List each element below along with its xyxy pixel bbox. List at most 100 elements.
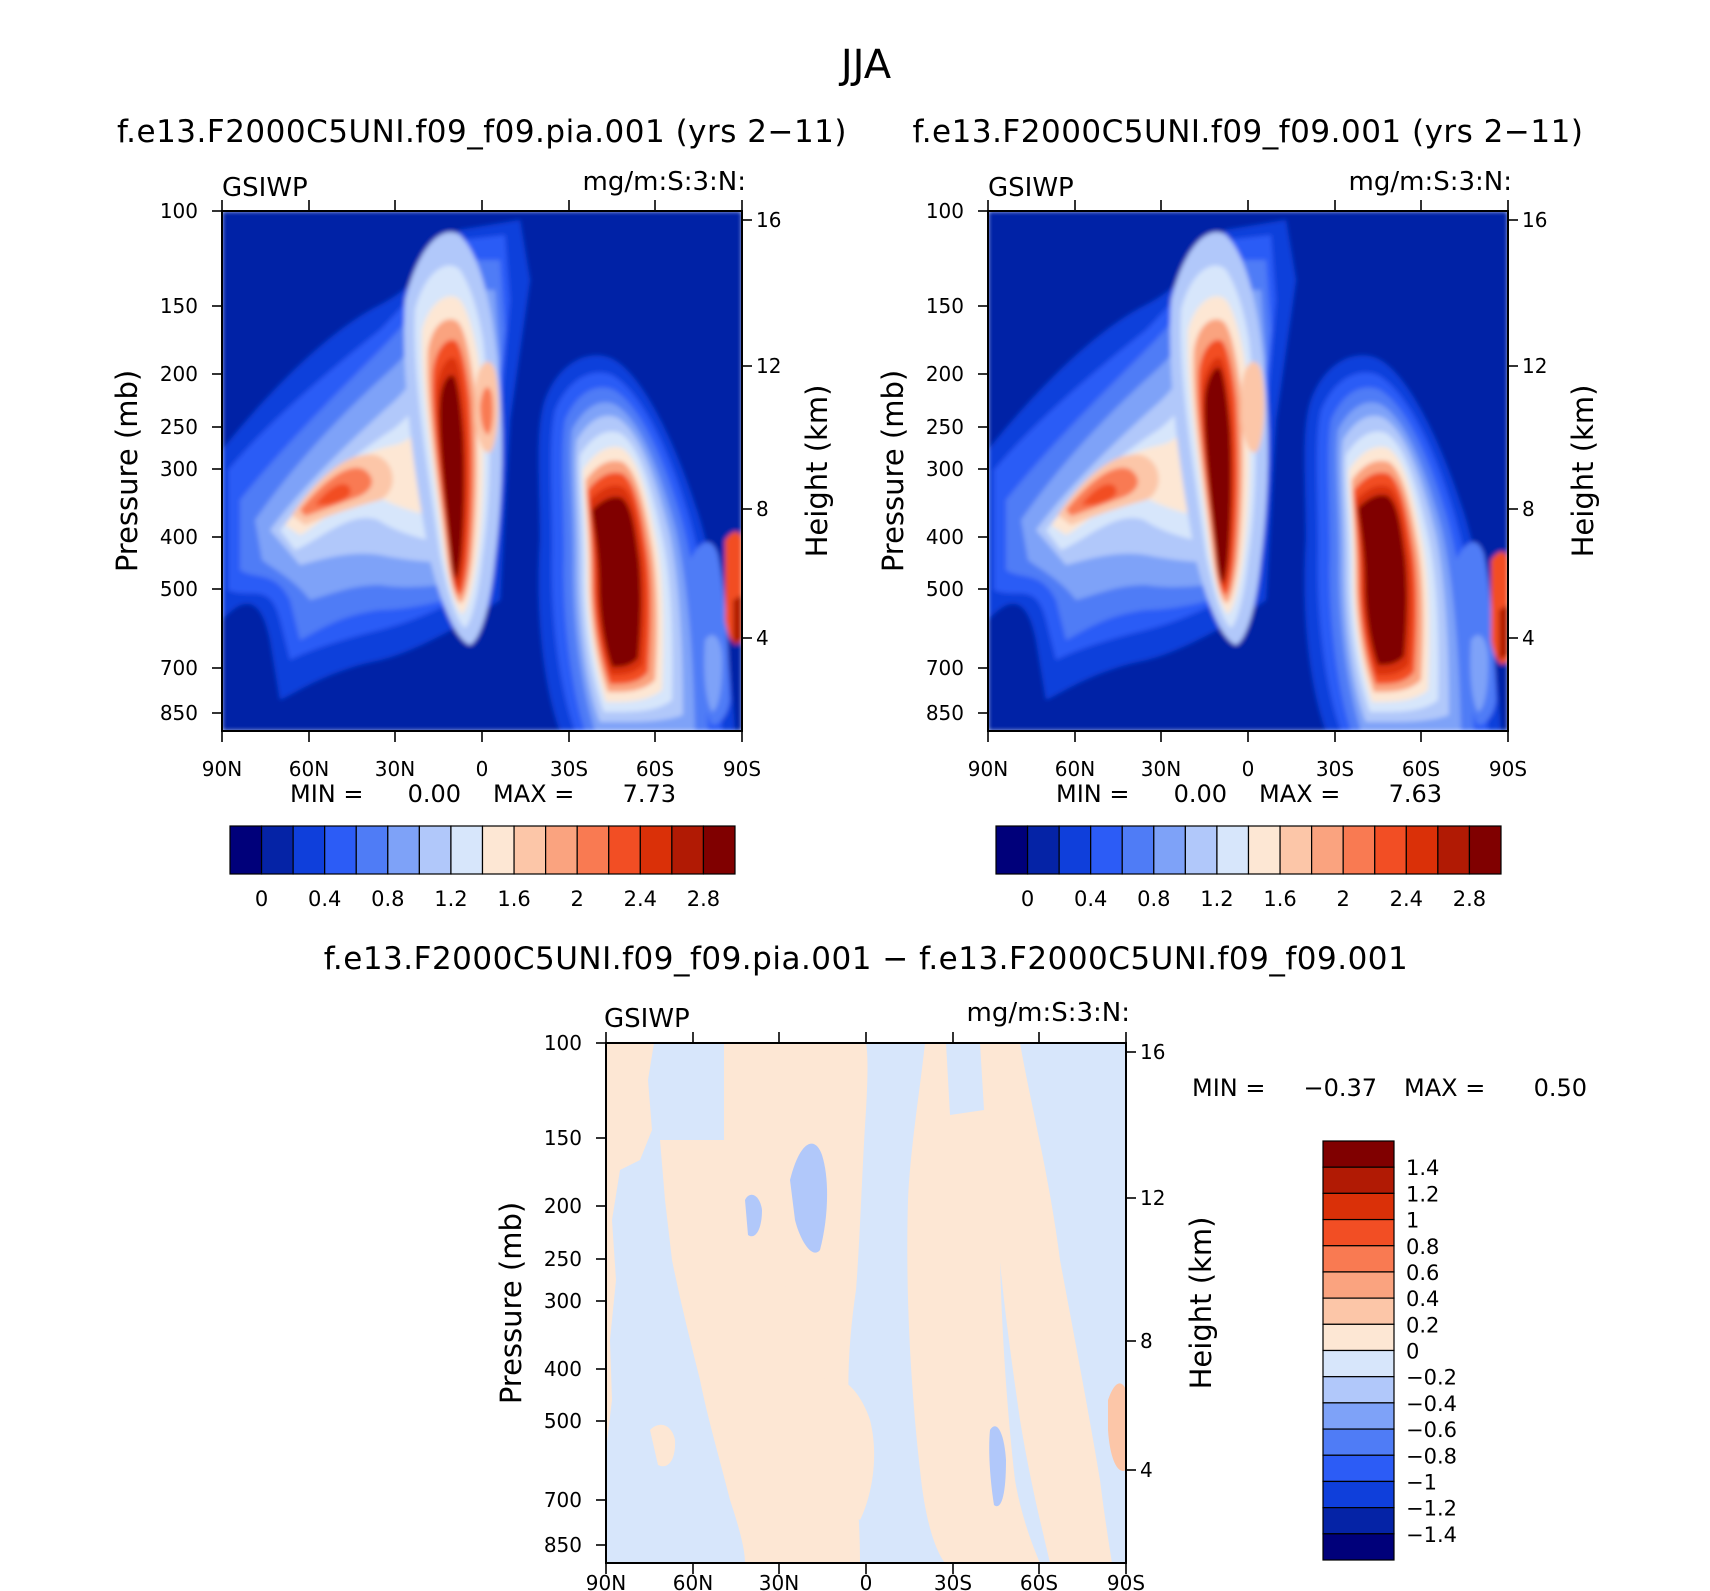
colorbar-swatch — [545, 825, 578, 875]
colorbar-swatch — [1322, 1454, 1395, 1483]
colorbar-swatch — [1247, 825, 1281, 875]
colorbar-swatch — [1184, 825, 1218, 875]
colorbar-swatch — [1322, 1218, 1395, 1247]
colorbar-swatch — [1322, 1192, 1395, 1221]
y-tick-label: 250 — [926, 415, 964, 439]
colorbar-swatch — [418, 825, 452, 875]
y-tick-label: 200 — [544, 1194, 582, 1218]
panel-title: f.e13.F2000C5UNI.f09_f09.pia.001 (yrs 2−… — [117, 114, 847, 150]
units-label: mg/m:S:3:N: — [967, 998, 1130, 1028]
colorbar-label: 1.4 — [1406, 1156, 1439, 1180]
y2-tick-label: 8 — [1522, 497, 1535, 521]
colorbar-label: 0.4 — [1406, 1287, 1439, 1311]
y-tick-label: 850 — [544, 1533, 582, 1557]
colorbar-swatch — [450, 825, 484, 875]
x-tick-label: 60S — [1402, 757, 1440, 781]
tick-marks — [212, 200, 752, 742]
colorbar-label: 2 — [1337, 887, 1350, 911]
colorbar-swatch — [995, 825, 1029, 875]
y-tick-label: 300 — [160, 457, 198, 481]
x-tick-label: 30S — [934, 1571, 972, 1591]
x-tick-label: 30N — [1141, 757, 1181, 781]
colorbar-label: −0.2 — [1406, 1366, 1457, 1390]
y2-tick-label: 12 — [1140, 1186, 1165, 1210]
y-tick-label: 500 — [544, 1409, 582, 1433]
y-tick-label: 250 — [160, 415, 198, 439]
y2-axis-label: Height (km) — [1184, 1217, 1218, 1390]
x-tick-labels: 90N 60N 30N 0 30S 60S 90S — [202, 757, 761, 781]
colorbar-label: 0.8 — [1137, 887, 1170, 911]
colorbar-swatch — [481, 825, 515, 875]
y-tick-label: 150 — [160, 294, 198, 318]
colorbar-label: −1 — [1406, 1470, 1437, 1494]
colorbar-label: 0 — [1021, 887, 1034, 911]
colorbar-label: −0.4 — [1406, 1392, 1457, 1416]
y2-tick-label: 16 — [1140, 1040, 1165, 1064]
contour-field — [988, 211, 1508, 731]
y-tick-label: 400 — [544, 1357, 582, 1381]
x-tick-label: 30N — [375, 757, 415, 781]
colorbar-label: 0.6 — [1406, 1261, 1439, 1285]
panel-title: f.e13.F2000C5UNI.f09_f09.001 (yrs 2−11) — [913, 114, 1584, 150]
y-tick-label: 500 — [160, 577, 198, 601]
min-label: MIN = — [290, 780, 363, 808]
min-label: MIN = — [1192, 1074, 1265, 1102]
x-tick-label: 90S — [723, 757, 761, 781]
y-tick-label: 200 — [160, 362, 198, 386]
colorbar-swatch — [1322, 1271, 1395, 1299]
min-max-readout: MIN = 0.00 MAX = 7.73 — [290, 780, 676, 808]
colorbar-swatch — [1322, 1402, 1395, 1430]
y2-tick-label: 4 — [756, 626, 769, 650]
colorbar-swatch — [671, 825, 705, 875]
colorbar-swatch — [1322, 1140, 1395, 1168]
y-tick-label: 850 — [926, 701, 964, 725]
y2-tick-label: 16 — [1522, 208, 1547, 232]
x-tick-label: 90N — [968, 757, 1008, 781]
colorbar-label: 1.2 — [1200, 887, 1233, 911]
y-tick-label: 850 — [160, 701, 198, 725]
panel-right: f.e13.F2000C5UNI.f09_f09.001 (yrs 2−11) … — [876, 114, 1600, 911]
colorbar-label: 0.8 — [371, 887, 404, 911]
min-max-readout: MIN = 0.00 MAX = 7.63 — [1056, 780, 1442, 808]
contour-field — [222, 211, 742, 731]
units-label: mg/m:S:3:N: — [1349, 167, 1512, 197]
colorbar-swatch — [576, 825, 610, 875]
x-tick-labels: 90N 60N 30N 0 30S 60S 90S — [968, 757, 1527, 781]
max-label: MAX = — [1404, 1074, 1485, 1102]
x-tick-label: 0 — [476, 757, 489, 781]
max-value: 7.73 — [623, 780, 676, 808]
y-tick-label: 100 — [160, 199, 198, 223]
y-tick-label: 100 — [926, 199, 964, 223]
y-tick-label: 100 — [544, 1031, 582, 1055]
colorbar-label: 0.4 — [308, 887, 341, 911]
colorbar-swatch — [292, 825, 326, 875]
min-max-readout: MIN = −0.37 MAX = 0.50 — [1192, 1074, 1587, 1102]
y2-tick-label: 4 — [1140, 1458, 1153, 1482]
y2-tick-label: 8 — [1140, 1329, 1153, 1353]
min-value: −0.37 — [1303, 1074, 1377, 1102]
colorbar-swatch — [1090, 825, 1123, 875]
colorbar-swatch — [355, 825, 389, 875]
colorbar-swatch — [1322, 1323, 1395, 1352]
y-tick-label: 400 — [926, 525, 964, 549]
colorbar-swatch — [1342, 825, 1376, 875]
variable-label: GSIWP — [604, 1004, 690, 1034]
y-axis-label: Pressure (mb) — [110, 370, 144, 572]
x-tick-label: 30S — [550, 757, 588, 781]
panel-title: f.e13.F2000C5UNI.f09_f09.pia.001 − f.e13… — [324, 941, 1409, 977]
y2-tick-label: 12 — [756, 354, 781, 378]
colorbar-swatch — [1322, 1428, 1395, 1456]
colorbar-label: 0.2 — [1406, 1313, 1439, 1337]
y-axis-label: Pressure (mb) — [876, 370, 910, 572]
tick-marks — [978, 200, 1518, 742]
colorbar-label: 2.4 — [1390, 887, 1423, 911]
figure-title: JJA — [838, 42, 892, 88]
colorbar-label: 2.8 — [687, 887, 720, 911]
colorbar-label: 1.2 — [1406, 1182, 1439, 1206]
colorbar-swatch — [513, 825, 547, 875]
colorbar-swatch — [1374, 825, 1407, 875]
y-tick-label: 700 — [160, 656, 198, 680]
y-axis-label: Pressure (mb) — [494, 1202, 528, 1404]
colorbar-swatch — [1437, 825, 1471, 875]
x-tick-label: 60N — [289, 757, 329, 781]
